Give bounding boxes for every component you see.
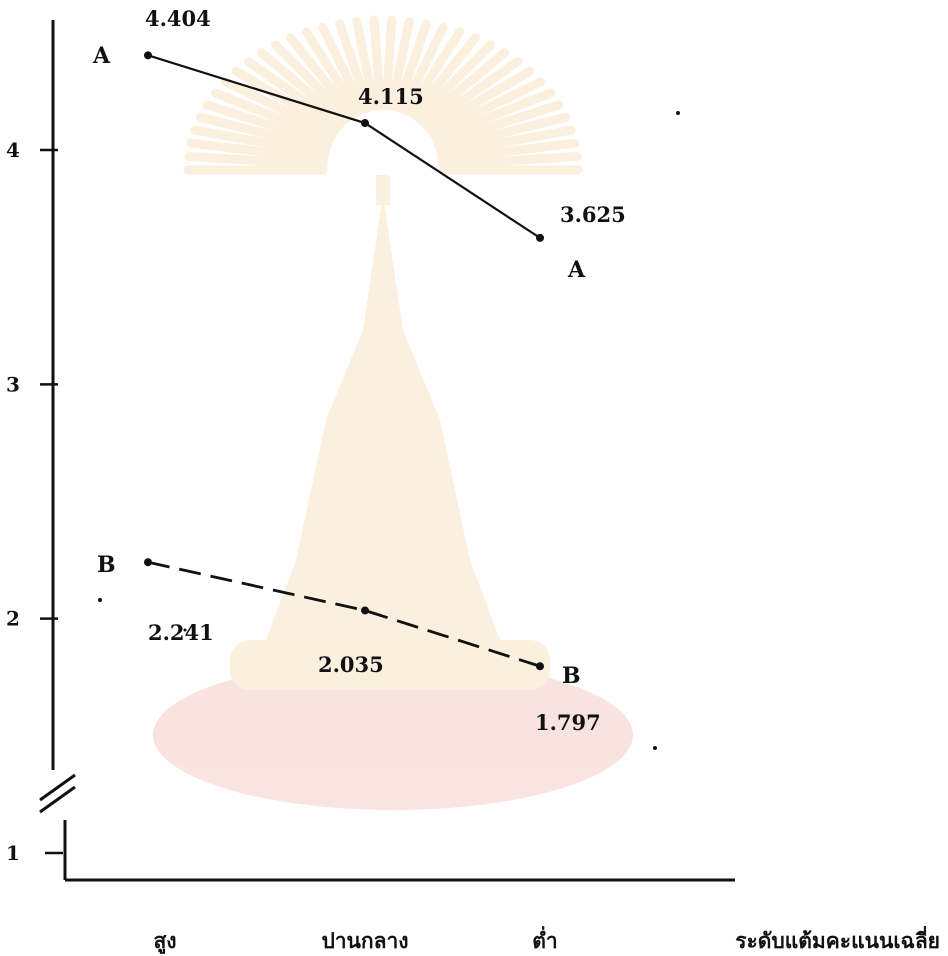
series-A: 4.404 4.115 3.625 A A bbox=[92, 6, 626, 283]
series-layer: 4.404 4.115 3.625 A A 2.241 2.035 1.797 B B bbox=[92, 6, 626, 735]
watermark-ray bbox=[220, 77, 339, 140]
watermark-ray bbox=[190, 125, 330, 159]
x-axis-label: ระดับแต้มคะแนนเฉลี่ย bbox=[735, 925, 940, 953]
watermark-ray bbox=[243, 57, 347, 132]
watermark-ray bbox=[202, 100, 334, 149]
data-label: 4.115 bbox=[358, 84, 424, 109]
watermark-ray bbox=[211, 88, 336, 144]
x-category-label: ปานกลาง bbox=[321, 928, 408, 953]
watermark-ray bbox=[432, 100, 564, 149]
watermark-ray bbox=[436, 125, 576, 159]
watermark-spire bbox=[266, 195, 500, 640]
watermark-ray bbox=[195, 112, 332, 154]
data-label: 2.241 bbox=[148, 620, 214, 645]
x-categories: สูง ปานกลาง ต่ำ bbox=[153, 925, 557, 955]
watermark-ray bbox=[271, 40, 355, 125]
data-point bbox=[361, 606, 369, 615]
y-tick-label: 2 bbox=[6, 607, 20, 631]
scan-specks bbox=[98, 111, 680, 750]
watermark-ray bbox=[437, 138, 580, 164]
axis-break-icon bbox=[39, 773, 76, 814]
emblem-watermark-icon bbox=[153, 15, 633, 810]
data-label: 1.797 bbox=[535, 710, 601, 735]
series-line bbox=[147, 560, 541, 668]
watermark-rays bbox=[183, 15, 583, 175]
data-point bbox=[536, 233, 544, 242]
watermark-ray bbox=[186, 138, 329, 164]
series-B: 2.241 2.035 1.797 B B bbox=[97, 552, 601, 735]
watermark-ray bbox=[430, 88, 555, 144]
watermark-ray bbox=[381, 15, 397, 115]
watermark-ray bbox=[423, 66, 535, 136]
series-label: B bbox=[562, 663, 581, 689]
watermark-ray bbox=[352, 16, 380, 116]
data-point bbox=[144, 558, 152, 567]
watermark-plinth bbox=[230, 640, 550, 690]
watermark-ray bbox=[231, 66, 343, 136]
data-label: 2.035 bbox=[318, 652, 384, 677]
watermark-ray bbox=[397, 22, 448, 118]
x-category-label: ต่ำ bbox=[532, 925, 557, 953]
series-label: B bbox=[97, 552, 116, 578]
data-point bbox=[361, 119, 369, 128]
watermark-ray bbox=[438, 152, 582, 170]
watermark-ray bbox=[256, 48, 351, 128]
watermark-ray bbox=[286, 33, 360, 122]
y-tick-label: 4 bbox=[6, 138, 20, 162]
watermark-ray bbox=[369, 15, 385, 115]
watermark-ray bbox=[415, 48, 510, 128]
data-point bbox=[536, 662, 544, 671]
watermark-ray bbox=[406, 33, 480, 122]
watermark-ray bbox=[184, 152, 328, 170]
series-label: A bbox=[567, 257, 586, 283]
watermark-ray bbox=[301, 27, 364, 120]
watermark-ray bbox=[402, 27, 465, 120]
watermark-ray bbox=[386, 16, 414, 116]
watermark-ray bbox=[427, 77, 546, 140]
watermark-base bbox=[153, 660, 633, 810]
watermark-ray bbox=[335, 19, 375, 117]
data-point bbox=[144, 51, 152, 60]
data-label: 3.625 bbox=[560, 202, 626, 227]
watermark-ray bbox=[419, 57, 523, 132]
series-label: A bbox=[92, 43, 111, 69]
watermark-finial bbox=[376, 175, 390, 205]
watermark-ray bbox=[434, 112, 571, 154]
x-category-label: สูง bbox=[153, 928, 176, 955]
watermark-halo bbox=[328, 110, 438, 220]
y-ticks: 1 2 3 4 bbox=[6, 138, 63, 865]
watermark-ray bbox=[391, 19, 431, 117]
y-tick-label: 1 bbox=[6, 841, 20, 865]
y-tick-label: 3 bbox=[6, 372, 20, 396]
data-label: 4.404 bbox=[145, 6, 211, 31]
watermark-ray bbox=[411, 40, 495, 125]
watermark-ray bbox=[318, 22, 369, 118]
